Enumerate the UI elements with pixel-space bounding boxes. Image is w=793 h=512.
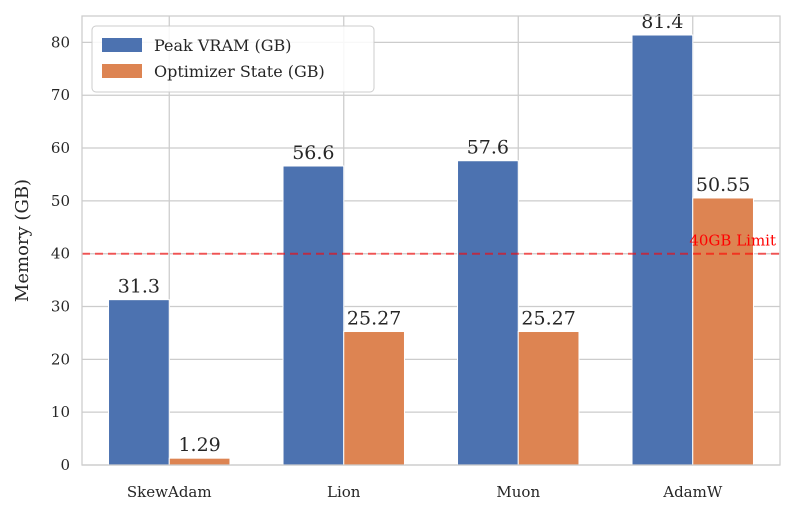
x-tick-label: AdamW	[662, 483, 723, 501]
legend-label: Peak VRAM (GB)	[154, 36, 291, 55]
y-tick-label: 50	[51, 192, 70, 210]
legend-box	[91, 25, 375, 93]
reference-line-group: 40GB Limit	[82, 232, 780, 255]
y-tick-label: 80	[51, 33, 70, 51]
bar-optimizer-state-muon	[517, 331, 580, 466]
y-tick-label: 30	[51, 298, 70, 316]
legend-label: Optimizer State (GB)	[154, 62, 325, 81]
y-tick-label: 70	[51, 86, 70, 104]
bar-peak-vram-lion	[282, 165, 345, 466]
bar-peak-vram-adamw	[631, 34, 694, 466]
bars	[108, 34, 754, 466]
y-tick-label: 40	[51, 245, 70, 263]
y-axis-ticks: 0 10 20 30 40 50 60 70 80	[51, 33, 70, 474]
x-tick-label: Lion	[327, 483, 361, 501]
legend-swatch	[102, 38, 142, 52]
data-label: 50.55	[696, 174, 750, 196]
data-label: 25.27	[347, 308, 401, 330]
reference-line-label: 40GB Limit	[689, 232, 776, 250]
bar-optimizer-state-lion	[343, 331, 405, 466]
legend: Peak VRAM (GB) Optimizer State (GB)	[91, 25, 375, 93]
y-tick-label: 10	[51, 403, 70, 421]
data-labels: 31.3 1.29 56.6 25.27 57.6 25.27 81.4 50.55	[118, 11, 751, 456]
data-label: 81.4	[641, 11, 683, 33]
bar-peak-vram-muon	[457, 160, 519, 466]
data-label: 56.6	[292, 142, 334, 164]
y-axis-title: Memory (GB)	[12, 179, 33, 302]
data-label: 1.29	[178, 434, 220, 456]
data-label: 31.3	[118, 276, 160, 298]
x-tick-label: Muon	[496, 483, 540, 501]
plot-frame	[81, 15, 781, 466]
y-tick-label: 20	[51, 350, 70, 368]
legend-swatch	[102, 64, 142, 78]
x-axis-ticks: SkewAdam Lion Muon AdamW	[127, 483, 723, 501]
data-label: 57.6	[467, 137, 509, 159]
bar-optimizer-state-skewadam	[168, 457, 231, 466]
bar-peak-vram-skewadam	[108, 299, 170, 466]
bar-optimizer-state-adamw	[692, 197, 754, 466]
x-tick-label: SkewAdam	[127, 483, 212, 501]
data-label: 25.27	[521, 308, 575, 330]
y-tick-label: 60	[51, 139, 70, 157]
y-tick-label: 0	[60, 456, 70, 474]
